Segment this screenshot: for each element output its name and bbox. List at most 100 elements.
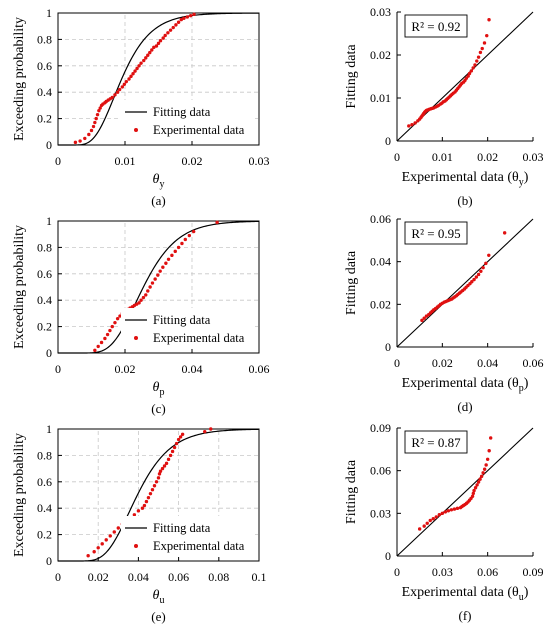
data-point bbox=[437, 513, 442, 517]
panel-label: (e) bbox=[151, 609, 165, 624]
y-tick-label: 0.8 bbox=[37, 240, 52, 254]
data-point bbox=[156, 476, 161, 480]
y-tick-label: 1 bbox=[46, 6, 52, 20]
y-axis-label: Exceeding probability bbox=[12, 225, 27, 349]
data-point bbox=[176, 20, 181, 24]
x-tick-label: 0.09 bbox=[523, 565, 544, 579]
x-tick-label: 0.01 bbox=[115, 154, 136, 168]
y-axis-label: Fitting data bbox=[344, 459, 359, 524]
legend-point-swatch bbox=[134, 128, 138, 132]
x-tick-label: 0.04 bbox=[477, 356, 498, 370]
data-point bbox=[170, 449, 175, 454]
data-point bbox=[104, 538, 108, 542]
panel-label: (c) bbox=[151, 401, 165, 416]
data-point bbox=[148, 491, 153, 496]
y-tick-label: 0.03 bbox=[370, 506, 391, 520]
y-tick-label: 0.01 bbox=[370, 91, 391, 105]
fitting-curve bbox=[58, 428, 260, 562]
x-axis-label: θy bbox=[153, 172, 165, 190]
data-point bbox=[446, 509, 451, 513]
data-point bbox=[160, 466, 165, 471]
data-point bbox=[73, 140, 78, 145]
x-axis-label-end: ) bbox=[524, 585, 529, 600]
fitting-curve bbox=[58, 220, 260, 354]
x-axis-label-subscript: u bbox=[159, 595, 164, 606]
y-tick-label: 0.03 bbox=[370, 5, 391, 19]
chart-panel-f: 0 0.03 0.06 0.09 0 0.03 0.06 0.09 R² = 0.87 Fitti… bbox=[344, 421, 544, 623]
chart-panel-e: 0 0.2 0.4 0.6 0.8 1 0 0.02 0.04 0.06 0.08 0.1 Fittin… bbox=[12, 422, 267, 624]
x-tick-label: 0.03 bbox=[432, 565, 453, 579]
x-tick-label: 0.04 bbox=[182, 362, 203, 376]
data-point bbox=[422, 316, 426, 320]
data-point bbox=[162, 464, 167, 468]
data-point bbox=[215, 220, 219, 225]
data-point bbox=[476, 272, 481, 277]
data-point bbox=[148, 285, 152, 289]
data-point bbox=[420, 318, 424, 323]
data-point bbox=[87, 132, 91, 137]
data-point bbox=[170, 253, 174, 258]
y-tick-label: 0.02 bbox=[370, 48, 391, 62]
data-point bbox=[187, 233, 192, 238]
data-point bbox=[96, 344, 100, 349]
data-point bbox=[481, 471, 485, 475]
x-tick-label: 0 bbox=[394, 356, 400, 370]
x-axis-label-main: Experimental data (θ bbox=[402, 170, 519, 185]
data-point bbox=[150, 488, 155, 492]
legend-point-swatch bbox=[134, 544, 138, 548]
x-tick-label: 0 bbox=[394, 150, 400, 164]
x-tick-label: 0 bbox=[394, 565, 400, 579]
data-point bbox=[97, 108, 101, 113]
legend-label-fitting: Fitting data bbox=[153, 313, 211, 327]
data-point bbox=[152, 484, 157, 488]
x-tick-label: 0.02 bbox=[432, 356, 453, 370]
data-point bbox=[92, 550, 96, 554]
y-tick-label: 0 bbox=[385, 134, 391, 148]
data-point bbox=[150, 48, 154, 52]
y-tick-label: 0.06 bbox=[370, 464, 391, 478]
data-point bbox=[482, 41, 487, 45]
data-point bbox=[475, 483, 479, 487]
data-point bbox=[115, 316, 120, 321]
x-tick-label: 0.06 bbox=[168, 570, 189, 584]
data-point bbox=[487, 253, 491, 257]
data-point bbox=[422, 524, 426, 528]
y-tick-label: 0.09 bbox=[370, 421, 391, 435]
data-point bbox=[434, 515, 438, 519]
data-point bbox=[113, 93, 117, 97]
data-point bbox=[137, 301, 141, 305]
data-point bbox=[129, 74, 133, 79]
r-squared-label: R² = 0.92 bbox=[411, 19, 460, 34]
data-point bbox=[154, 480, 159, 484]
y-tick-label: 0.4 bbox=[37, 501, 52, 515]
data-point bbox=[142, 58, 146, 63]
data-point bbox=[142, 503, 147, 508]
data-point bbox=[479, 474, 484, 479]
plot-frame bbox=[57, 12, 260, 146]
data-point bbox=[141, 295, 146, 300]
y-tick-label: 0.4 bbox=[37, 293, 52, 307]
legend-label-experimental: Experimental data bbox=[153, 539, 245, 553]
y-tick-label: 1 bbox=[46, 214, 52, 228]
data-point bbox=[144, 56, 148, 60]
y-tick-label: 0.2 bbox=[37, 320, 52, 334]
data-point bbox=[478, 477, 482, 481]
x-tick-label: 0.03 bbox=[249, 154, 270, 168]
data-point bbox=[478, 50, 483, 55]
x-axis-label-subscript: p bbox=[159, 387, 164, 398]
data-point bbox=[154, 44, 159, 48]
data-point bbox=[120, 85, 125, 89]
x-axis-label-main: Experimental data (θ bbox=[402, 585, 519, 600]
data-point bbox=[117, 87, 122, 92]
data-point bbox=[99, 340, 104, 345]
x-tick-label: 0.02 bbox=[182, 154, 203, 168]
data-point bbox=[78, 139, 82, 143]
x-tick-label: 0.02 bbox=[88, 570, 109, 584]
chart-panel-b: 0 0.01 0.02 0.03 0 0.01 0.02 0.03 R² = 0.92 Fitti… bbox=[344, 5, 544, 208]
x-tick-label: 0.02 bbox=[115, 362, 136, 376]
data-point bbox=[173, 249, 177, 254]
x-tick-label: 0 bbox=[55, 570, 61, 584]
y-axis-label: Exceeding probability bbox=[12, 17, 27, 141]
data-point bbox=[157, 472, 162, 476]
